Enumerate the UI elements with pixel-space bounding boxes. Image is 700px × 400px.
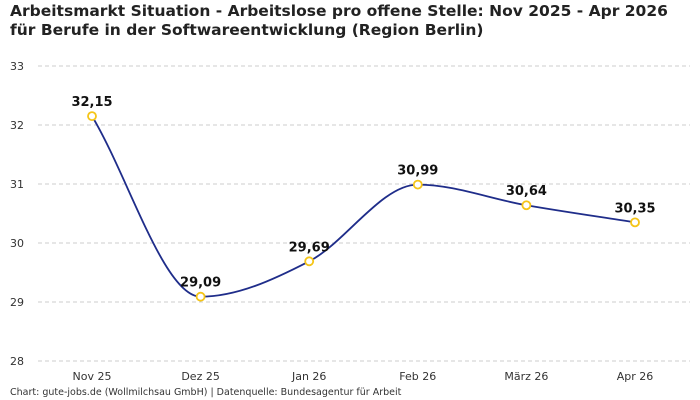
data-label: 32,15 xyxy=(71,95,112,110)
data-point xyxy=(630,217,640,228)
data-point xyxy=(87,111,97,122)
y-axis: 28 29 30 31 32 33 xyxy=(10,60,24,368)
y-tick-label: 32 xyxy=(10,119,24,132)
y-tick-label: 30 xyxy=(10,237,24,250)
data-label: 30,64 xyxy=(506,184,547,199)
series-line xyxy=(91,115,636,298)
x-tick-label: März 26 xyxy=(504,370,548,383)
source-note: Chart: gute-jobs.de (Wollmilchsau GmbH) … xyxy=(10,387,402,398)
data-label: 29,69 xyxy=(289,240,330,255)
grid-lines xyxy=(38,65,690,362)
data-points xyxy=(87,111,640,302)
chart-title: Arbeitsmarkt Situation - Arbeitslose pro… xyxy=(10,2,668,39)
data-label: 29,09 xyxy=(180,276,221,291)
data-labels: 32,15 29,09 29,69 30,99 30,64 30,35 xyxy=(71,95,655,291)
data-point xyxy=(195,291,206,302)
data-point xyxy=(304,256,315,267)
y-tick-label: 33 xyxy=(10,60,24,73)
data-label: 30,99 xyxy=(397,164,438,179)
x-tick-label: Nov 25 xyxy=(73,370,112,383)
data-point xyxy=(412,179,423,190)
y-tick-label: 29 xyxy=(10,296,24,309)
x-axis: Nov 25 Dez 25 Jan 26 Feb 26 März 26 Apr 26 xyxy=(73,370,654,383)
data-label: 30,35 xyxy=(614,201,655,216)
x-tick-label: Apr 26 xyxy=(617,370,654,383)
x-tick-label: Feb 26 xyxy=(399,370,436,383)
data-point xyxy=(521,200,532,211)
x-tick-label: Dez 25 xyxy=(181,370,220,383)
y-tick-label: 31 xyxy=(10,178,24,191)
y-tick-label: 28 xyxy=(10,355,24,368)
x-tick-label: Jan 26 xyxy=(291,370,326,383)
